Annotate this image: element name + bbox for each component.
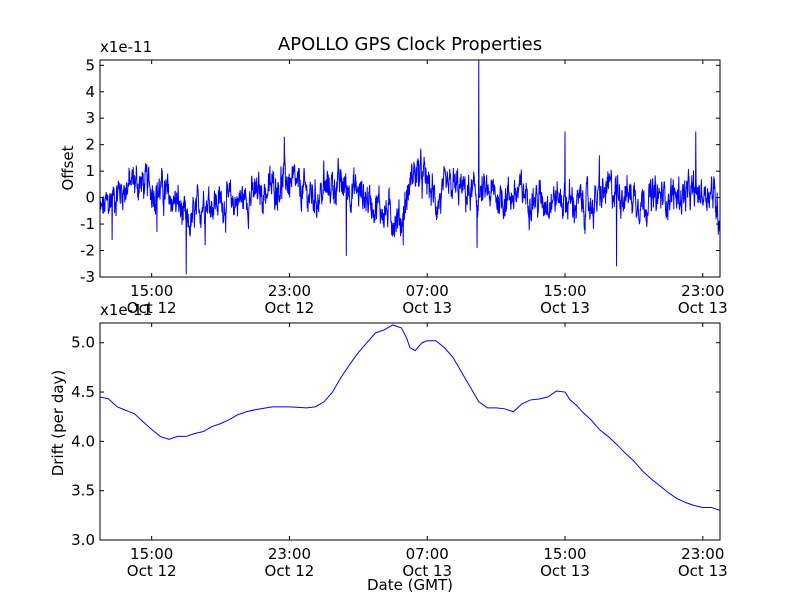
offset-y-tick-label: 5: [85, 56, 95, 74]
offset-y-tick-label: -3: [80, 268, 95, 286]
offset-x-tick-date: Oct 12: [127, 299, 177, 317]
chart-title: APOLLO GPS Clock Properties: [278, 34, 542, 55]
drift-y-tick-label: 4.0: [71, 432, 95, 450]
drift-x-tick-time: 15:00: [130, 545, 173, 563]
drift-x-label: Date (GMT): [367, 576, 453, 594]
drift-y-tick-label: 3.5: [71, 482, 95, 500]
offset-x-tick-time: 07:00: [406, 282, 449, 300]
drift-plot-frame: [99, 322, 721, 541]
drift-y-tick-label: 5.0: [71, 334, 95, 352]
offset-y-ticks: -3 -2 -1 0 1 2 3 4 5: [80, 56, 720, 286]
offset-plot-frame: [99, 59, 721, 278]
offset-y-label: Offset: [59, 145, 77, 190]
offset-x-tick-date: Oct 13: [540, 299, 590, 317]
drift-x-tick-time: 07:00: [406, 545, 449, 563]
drift-x-tick-date: Oct 13: [540, 562, 590, 580]
offset-scale-text: x1e-11: [100, 38, 152, 56]
offset-x-tick-date: Oct 12: [265, 299, 315, 317]
offset-y-tick-label: -1: [80, 215, 95, 233]
drift-y-tick-label: 4.5: [71, 383, 95, 401]
drift-y-tick-label: 3.0: [71, 531, 95, 549]
drift-series-line: [100, 324, 720, 511]
drift-x-tick-date: Oct 12: [127, 562, 177, 580]
offset-y-tick-label: 4: [85, 83, 95, 101]
offset-y-tick-label: 2: [85, 136, 95, 154]
offset-x-tick-date: Oct 13: [678, 299, 728, 317]
drift-x-tick-time: 15:00: [543, 545, 586, 563]
offset-y-tick-label: 1: [85, 162, 95, 180]
drift-scale-text: x1e-11: [100, 301, 152, 319]
drift-y-ticks: 3.0 3.5 4.0 4.5 5.0: [71, 334, 720, 549]
offset-series-line: [100, 60, 720, 275]
offset-y-tick-label: 0: [85, 189, 95, 207]
offset-y-tick-label: 3: [85, 109, 95, 127]
drift-x-tick-date: Oct 13: [402, 562, 452, 580]
offset-x-tick-time: 15:00: [130, 282, 173, 300]
offset-x-tick-time: 23:00: [681, 282, 724, 300]
drift-x-tick-date: Oct 12: [265, 562, 315, 580]
drift-x-tick-date: Oct 13: [678, 562, 728, 580]
drift-y-label: Drift (per day): [49, 370, 67, 477]
offset-x-tick-time: 23:00: [268, 282, 311, 300]
drift-series: [100, 324, 720, 511]
offset-series: [100, 60, 720, 275]
offset-x-tick-time: 15:00: [543, 282, 586, 300]
offset-y-tick-label: -2: [80, 242, 95, 260]
drift-x-tick-time: 23:00: [681, 545, 724, 563]
offset-x-tick-date: Oct 13: [402, 299, 452, 317]
drift-x-tick-time: 23:00: [268, 545, 311, 563]
